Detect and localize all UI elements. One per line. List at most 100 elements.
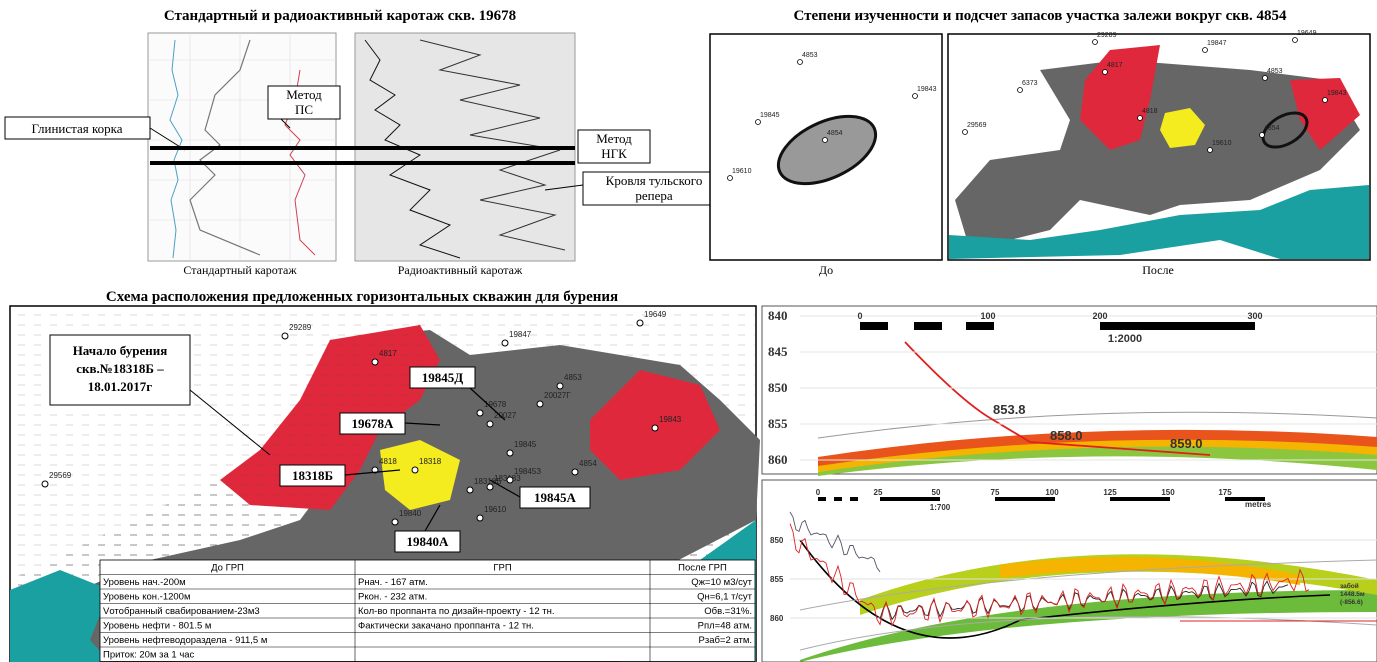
table-header: После ГРП [678, 563, 727, 574]
table-bg [99, 559, 756, 662]
well-label: 19649 [1297, 30, 1317, 37]
well-marker [476, 409, 484, 417]
caption: Стандартный каротаж [183, 263, 297, 277]
well-marker [1102, 69, 1108, 75]
profile-labels: 0 25 50 75 100 125 150 175 metres 1:700 850 855 860 з… [770, 488, 1377, 627]
well-label: 19678 [484, 400, 507, 409]
well-marker [1292, 37, 1298, 43]
well-label: 19843 [659, 415, 682, 424]
well-marker [41, 480, 49, 488]
profile-labels: 840 845 850 855 860 0 100 200 300 1:2000 853.8 858.… [768, 308, 1377, 467]
log-curve [789, 511, 881, 573]
title: Стандартный и радиоактивный каротаж скв.… [164, 8, 516, 24]
well-marker [486, 420, 494, 428]
well-marker [506, 476, 514, 484]
well-label: 4817 [1107, 62, 1123, 69]
well-marker [1202, 47, 1208, 53]
proposed-well: 19845А [534, 490, 577, 505]
scale: 1:2000 [1108, 333, 1142, 345]
well-marker [636, 319, 644, 327]
scale-tick: 0 [816, 488, 821, 497]
well-label: 19610 [484, 505, 507, 514]
well-marker [1017, 87, 1023, 93]
well-marker [1137, 115, 1143, 121]
proposed-well: 18318Б [292, 468, 333, 483]
well-label: 6373 [1022, 80, 1038, 87]
well-label: 4817 [379, 349, 397, 358]
scale-tick: 175 [1218, 488, 1232, 497]
callout: Кровля тульского [606, 173, 703, 188]
callout: НГК [601, 146, 627, 161]
scale-tick: 150 [1161, 488, 1175, 497]
callout: Глинистая корка [31, 121, 122, 136]
well-label: 4854 [1264, 125, 1280, 132]
note: забой [1340, 582, 1359, 590]
wells: 4853 19843 19845 4854 19610 [727, 52, 937, 181]
callout: ПС [295, 102, 313, 117]
well-label: 4818 [379, 457, 397, 466]
wells: 29289 19847 19649 6373 29569 4817 4853 19843 481… [962, 30, 1347, 153]
well-label: 29569 [967, 122, 987, 129]
label-box [394, 530, 461, 553]
well-label: 19649 [644, 310, 667, 319]
depth-mark: 859.0 [1170, 436, 1203, 451]
note: (-856.6) [1340, 599, 1363, 606]
well-marker [822, 137, 828, 143]
scale: 1:700 [930, 503, 951, 512]
note: 1448.5м [1340, 591, 1365, 598]
well-marker [912, 93, 918, 99]
scale-tick: 200 [1092, 311, 1107, 321]
well-label: 4853 [564, 373, 582, 382]
well-label: 19845З [514, 467, 541, 476]
scale-tick: 100 [1045, 488, 1059, 497]
well-marker [727, 175, 733, 181]
well-label: 19610 [1212, 140, 1232, 147]
title: Схема расположения предложенных горизонт… [106, 289, 618, 305]
depth-tick: 860 [768, 452, 788, 467]
label-box [279, 464, 346, 487]
depth-tick: 860 [770, 614, 784, 623]
table-cell: Приток: 20м за 1 час [103, 650, 195, 661]
table-cell: Рпл=48 атм. [698, 621, 752, 632]
well-marker [536, 400, 544, 408]
note-line: скв.№18318Б – [76, 361, 164, 376]
depth-tick: 840 [768, 308, 788, 323]
map-after [947, 33, 1371, 261]
scale-tick: 100 [980, 311, 995, 321]
callout: Метод [596, 131, 632, 146]
start-note: Начало бурения скв.№18318Б – 18.01.2017г [49, 334, 271, 456]
leader [404, 422, 441, 426]
profile-bottom [761, 479, 1377, 662]
callout-clay: Глинистая корка [4, 116, 186, 151]
table-header: До ГРП [211, 563, 244, 574]
well-marker [371, 358, 379, 366]
well-marker [411, 466, 419, 474]
table-cell: Уровень нефтеводораздела - 911,5 м [103, 635, 267, 646]
well-marker [371, 466, 379, 474]
table-cell: Рзаб=2 атм. [699, 635, 752, 646]
well-marker [1262, 75, 1268, 81]
frac-table: До ГРП ГРП После ГРП Уровень нач.-200м Рнач.… [99, 559, 756, 662]
well-label: 4854 [579, 459, 597, 468]
well-marker [486, 483, 494, 491]
well-label: 19840 [399, 509, 422, 518]
label-box [339, 412, 406, 435]
well-marker [1322, 97, 1328, 103]
depth-tick: 845 [768, 344, 788, 359]
scale-tick: 50 [932, 488, 941, 497]
table-cell: Рнач. - 167 атм. [358, 577, 428, 588]
marker-lines [150, 146, 575, 165]
well-marker [755, 119, 761, 125]
table-cell: Уровень кон.-1200м [103, 592, 191, 603]
leader [344, 469, 401, 476]
table-cell: Обв.=31%. [704, 606, 752, 617]
well-marker [797, 59, 803, 65]
well-label: 29289 [289, 323, 312, 332]
table-cell: Фактически закачано проппанта - 12 тн. [358, 621, 534, 632]
well-label: 18318Б [474, 477, 502, 486]
well-label: 4854 [827, 130, 843, 137]
well-label: 18318 [419, 457, 442, 466]
callout: репера [635, 188, 672, 203]
